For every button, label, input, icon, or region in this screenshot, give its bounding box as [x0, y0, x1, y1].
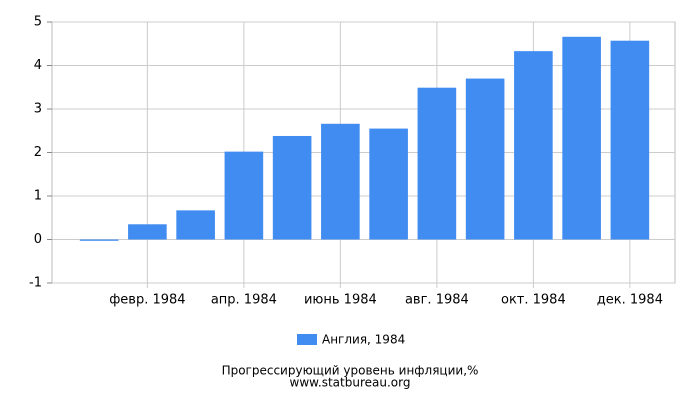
legend-swatch	[297, 334, 317, 345]
x-tick-label: апр. 1984	[211, 293, 277, 308]
bar	[417, 87, 457, 240]
y-tick-label: 0	[34, 232, 42, 247]
bar	[465, 78, 505, 240]
x-tick-label: окт. 1984	[501, 293, 566, 308]
y-tick-label: 1	[34, 189, 42, 204]
bar	[610, 40, 650, 240]
bar	[79, 239, 119, 241]
bar	[176, 210, 215, 240]
bar	[128, 224, 167, 240]
bar	[562, 36, 601, 240]
chart-title: Прогрессирующий уровень инфляции,%	[222, 364, 479, 378]
x-tick-label: июнь 1984	[304, 293, 377, 308]
bar	[224, 151, 264, 240]
y-tick-label: 2	[34, 145, 42, 160]
legend-label: Англия, 1984	[322, 333, 405, 347]
bar	[272, 135, 312, 240]
y-tick-label: 3	[34, 102, 42, 117]
x-tick-label: авг. 1984	[405, 293, 469, 308]
x-tick-label: дек. 1984	[597, 293, 663, 308]
bar	[369, 128, 408, 240]
y-tick-label: 4	[34, 58, 42, 73]
chart-subtitle: www.statbureau.org	[290, 376, 411, 390]
bar	[514, 51, 553, 240]
y-tick-label: 5	[34, 15, 42, 30]
x-tick-label: февр. 1984	[109, 293, 185, 308]
bar	[321, 123, 360, 240]
y-tick-label: -1	[29, 276, 42, 291]
